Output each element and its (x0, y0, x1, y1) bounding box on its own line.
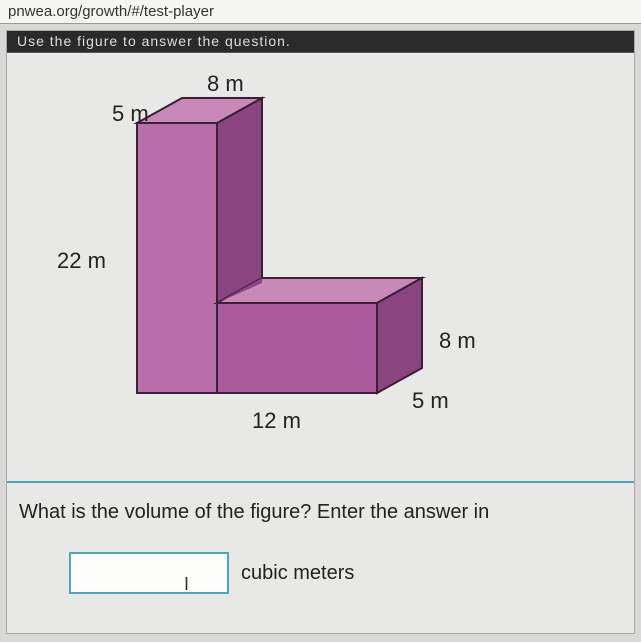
answer-input[interactable] (69, 552, 229, 594)
dim-left-height: 22 m (57, 248, 106, 274)
unit-label: cubic meters (241, 562, 354, 585)
dim-bottom-width: 12 m (252, 408, 301, 434)
dim-right-height: 8 m (439, 328, 476, 354)
dim-right-depth: 5 m (412, 388, 449, 414)
short-front-face (217, 303, 377, 393)
browser-url-bar: pnwea.org/growth/#/test-player (0, 0, 641, 24)
dim-top-depth: 5 m (112, 101, 149, 127)
test-player-page: Use the figure to answer the question. 8… (6, 30, 635, 634)
banner-text: Use the figure to answer the question. (17, 33, 291, 49)
tall-right-face (217, 98, 262, 303)
figure-area: 8 m 5 m 22 m 8 m 5 m 12 m (7, 53, 634, 483)
tall-front-face (137, 123, 217, 393)
url-text: pnwea.org/growth/#/test-player (8, 3, 214, 20)
question-area: What is the volume of the figure? Enter … (7, 483, 634, 612)
answer-row: I cubic meters (19, 552, 622, 594)
instruction-banner: Use the figure to answer the question. (7, 31, 634, 53)
question-text: What is the volume of the figure? Enter … (19, 501, 622, 524)
dim-top-width: 8 m (207, 71, 244, 97)
